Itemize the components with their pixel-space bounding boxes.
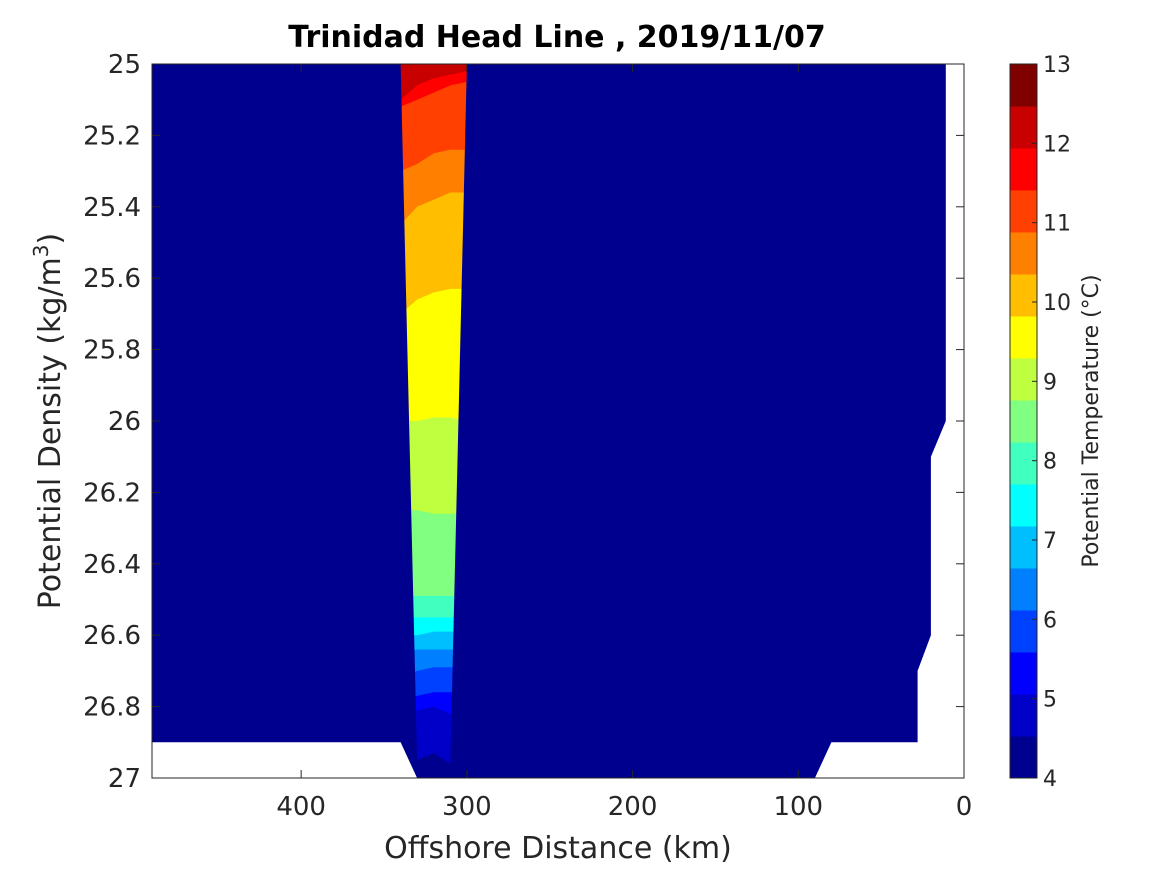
y-tick-label: 26.8 [83, 693, 141, 723]
x-tick-label: 100 [773, 792, 823, 822]
colorbar-segment [1010, 442, 1037, 485]
no-data-region [152, 742, 418, 778]
x-tick-label: 400 [276, 792, 326, 822]
colorbar-label: Potential Temperature (°C) [1079, 274, 1104, 567]
y-tick-label: 25.6 [83, 264, 141, 294]
colorbar-tick-label: 8 [1043, 450, 1057, 475]
colorbar-tick-label: 13 [1043, 53, 1071, 78]
y-axis-label-close: ) [33, 233, 68, 245]
colorbar: 4 5 6 7 8 9 10 11 12 13 [1009, 53, 1071, 792]
x-tick-label: 300 [442, 792, 492, 822]
x-tick-label: 0 [956, 792, 973, 822]
y-tick-label: 26 [108, 407, 141, 437]
colorbar-segment [1010, 400, 1037, 443]
y-tick-label: 25.2 [83, 121, 141, 151]
y-tick-label: 27 [108, 764, 141, 794]
colorbar-frame [1009, 63, 1038, 779]
y-tick-label: 26.6 [83, 621, 141, 651]
y-tick-label: 25.4 [83, 193, 141, 223]
colorbar-tick-label: 9 [1043, 370, 1057, 395]
contour-bands [152, 64, 964, 778]
colorbar-tick-label: 4 [1043, 767, 1057, 792]
colorbar-tick-label: 10 [1043, 291, 1071, 316]
y-axis-label-sup: 3 [29, 244, 53, 257]
colorbar-segment [1010, 106, 1037, 149]
y-tick-label: 25.8 [83, 336, 141, 366]
colorbar-segment [1010, 358, 1037, 401]
colorbar-segment [1010, 568, 1037, 611]
colorbar-segment [1010, 736, 1037, 779]
no-data-region [814, 421, 964, 778]
chart-title: Trinidad Head Line , 2019/11/07 [288, 20, 825, 55]
y-axis: 25 25.2 25.4 25.6 25.8 26 26.2 26.4 26.6 26.8 27 [83, 50, 964, 794]
y-axis-label-text: Potential Density (kg/m [33, 257, 68, 609]
colorbar-tick-label: 5 [1043, 688, 1057, 713]
x-axis: 400 300 200 100 0 [276, 64, 972, 822]
no-data-mask [152, 64, 964, 778]
colorbar-tick-label: 7 [1043, 529, 1057, 554]
no-data-region [945, 64, 964, 421]
colorbar-segment [1010, 274, 1037, 317]
x-axis-label: Offshore Distance (km) [384, 831, 732, 866]
colorbar-segment [1010, 610, 1037, 653]
colorbar-tick-label: 11 [1043, 212, 1071, 237]
y-axis-label: Potential Density (kg/m3) [29, 233, 68, 609]
y-tick-label: 26.4 [83, 550, 141, 580]
colorbar-tick-label: 12 [1043, 132, 1071, 157]
y-tick-label: 25 [108, 50, 141, 80]
colorbar-segment [1010, 526, 1037, 569]
colorbar-segment [1010, 316, 1037, 359]
colorbar-tick-label: 6 [1043, 608, 1057, 633]
y-tick-label: 26.2 [83, 478, 141, 508]
colorbar-segment [1010, 484, 1037, 527]
colorbar-segment [1010, 232, 1037, 275]
isotherm-band [152, 64, 948, 778]
colorbar-segment [1010, 64, 1037, 107]
plot-area: 400 300 200 100 0 25 25.2 25.4 25.6 25.8 26 26.2 26… [83, 50, 972, 822]
x-tick-label: 200 [608, 792, 658, 822]
colorbar-segment [1010, 652, 1037, 695]
colorbar-segment [1010, 694, 1037, 737]
colorbar-segment [1010, 148, 1037, 191]
colorbar-segment [1010, 190, 1037, 233]
